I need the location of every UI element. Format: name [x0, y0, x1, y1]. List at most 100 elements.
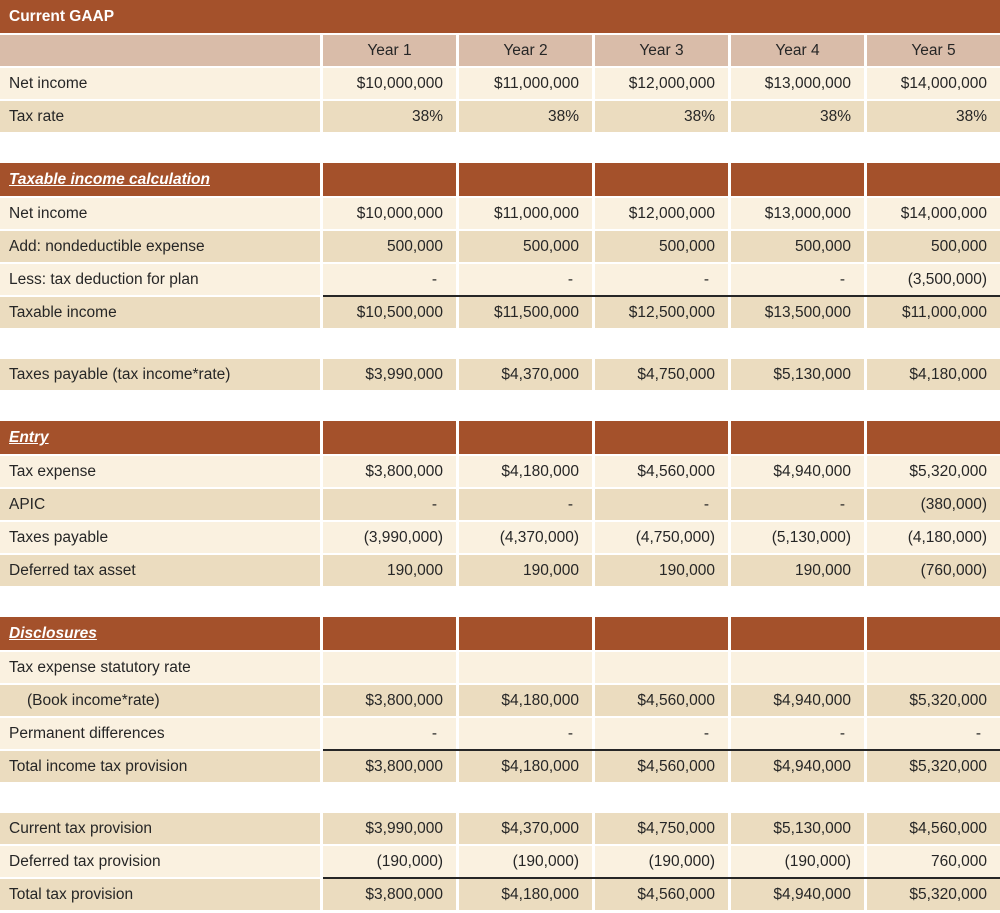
value-cell: (190,000) [595, 846, 728, 877]
value-cell: 38% [595, 101, 728, 132]
value-cell: (380,000) [867, 489, 1000, 520]
table-entry: Entry Tax expense $3,800,000 $4,180,000 $4,5… [0, 421, 1000, 586]
table-row: Total tax provision $3,800,000 $4,180,000 $… [0, 879, 1000, 910]
row-label-cell: Tax rate [0, 101, 320, 132]
section-header-cell [595, 617, 728, 650]
table-row: Net income $10,000,000 $11,000,000 $12,000,… [0, 68, 1000, 99]
table-taxable-income-calculation: Taxable income calculation Net income $10,… [0, 163, 1000, 328]
table-row: Deferred tax asset 190,000 190,000 190,000 1… [0, 555, 1000, 586]
section-header-cell [867, 617, 1000, 650]
value-cell: 500,000 [595, 231, 728, 262]
value-cell: 500,000 [731, 231, 864, 262]
section-header-cell [867, 163, 1000, 196]
table-provision-summary: Current tax provision $3,990,000 $4,370,00… [0, 813, 1000, 910]
section-header-cell [595, 163, 728, 196]
row-label-cell: Taxable income [0, 297, 320, 328]
section-header-cell [323, 421, 456, 454]
year-header-cell: Year 3 [595, 35, 728, 66]
table-row: Tax rate 38% 38% 38% 38% 38% [0, 101, 1000, 132]
value-cell: $5,320,000 [867, 751, 1000, 782]
value-cell: $13,500,000 [731, 297, 864, 328]
year-header-row: Year 1 Year 2 Year 3 Year 4 Year 5 [0, 35, 1000, 66]
sum-line [323, 877, 1000, 879]
row-label-cell: Add: nondeductible expense [0, 231, 320, 262]
value-cell: - [595, 264, 728, 295]
table-row: Less: tax deduction for plan - - - - (3,500,0… [0, 264, 1000, 295]
value-cell: - [323, 264, 456, 295]
value-cell: $10,000,000 [323, 198, 456, 229]
value-cell: $5,130,000 [731, 813, 864, 844]
value-cell: - [323, 718, 456, 749]
value-cell: (190,000) [731, 846, 864, 877]
sum-line [323, 295, 1000, 297]
value-cell: $11,000,000 [459, 68, 592, 99]
table-row: Net income $10,000,000 $11,000,000 $12,000,… [0, 198, 1000, 229]
section-title: Taxable income calculation [9, 171, 210, 188]
table-row: Taxes payable (3,990,000) (4,370,000) (4,75… [0, 522, 1000, 553]
value-cell: - [867, 718, 1000, 749]
value-cell: $12,000,000 [595, 68, 728, 99]
value-cell: 190,000 [323, 555, 456, 586]
value-cell: $4,940,000 [731, 456, 864, 487]
section-header-row: Taxable income calculation [0, 163, 1000, 196]
value-cell: $4,940,000 [731, 685, 864, 716]
value-cell: 500,000 [323, 231, 456, 262]
value-cell: 190,000 [731, 555, 864, 586]
value-cell [459, 652, 592, 683]
value-cell: $4,180,000 [867, 359, 1000, 390]
value-cell: (3,990,000) [323, 522, 456, 553]
section-header-cell [595, 421, 728, 454]
table-row: Permanent differences - - - - - [0, 718, 1000, 749]
section-header-cell [731, 163, 864, 196]
value-cell: $3,800,000 [323, 879, 456, 910]
section-header-cell [867, 421, 1000, 454]
section-header-cell: Disclosures [0, 617, 320, 650]
value-cell: - [731, 264, 864, 295]
value-cell: 500,000 [459, 231, 592, 262]
value-cell: $4,750,000 [595, 359, 728, 390]
value-cell: (190,000) [323, 846, 456, 877]
value-cell: - [459, 489, 592, 520]
section-header-row: Disclosures [0, 617, 1000, 650]
value-cell: $14,000,000 [867, 68, 1000, 99]
table-current-gaap-summary: Current GAAP Year 1 Year 2 Year 3 Year 4 Year… [0, 0, 1000, 132]
value-cell: (760,000) [867, 555, 1000, 586]
section-header-cell [459, 617, 592, 650]
value-cell: $12,500,000 [595, 297, 728, 328]
row-label-cell: Total tax provision [0, 879, 320, 910]
value-cell: $11,000,000 [459, 198, 592, 229]
value-cell: 190,000 [459, 555, 592, 586]
table-row: (Book income*rate) $3,800,000 $4,180,000 $4… [0, 685, 1000, 716]
value-cell: $4,180,000 [459, 879, 592, 910]
value-cell: $3,990,000 [323, 359, 456, 390]
value-cell: $10,500,000 [323, 297, 456, 328]
value-cell: 38% [323, 101, 456, 132]
table-row: Tax expense statutory rate [0, 652, 1000, 683]
row-label-cell: Net income [0, 198, 320, 229]
value-cell: - [595, 718, 728, 749]
table-row: Tax expense $3,800,000 $4,180,000 $4,560,00… [0, 456, 1000, 487]
value-cell: $11,500,000 [459, 297, 592, 328]
value-cell [323, 652, 456, 683]
value-cell: - [323, 489, 456, 520]
row-label-cell: Taxes payable (tax income*rate) [0, 359, 320, 390]
table-taxes-payable: Taxes payable (tax income*rate) $3,990,00… [0, 359, 1000, 390]
table-row: Taxable income $10,500,000 $11,500,000 $12,… [0, 297, 1000, 328]
value-cell: $4,940,000 [731, 879, 864, 910]
value-cell: $4,560,000 [595, 456, 728, 487]
row-label-cell: Deferred tax asset [0, 555, 320, 586]
table-row: Add: nondeductible expense 500,000 500,000… [0, 231, 1000, 262]
value-cell: $13,000,000 [731, 198, 864, 229]
row-label-cell: (Book income*rate) [0, 685, 320, 716]
value-cell: - [459, 264, 592, 295]
value-cell: (4,750,000) [595, 522, 728, 553]
section-header-cell: Taxable income calculation [0, 163, 320, 196]
section-header-row: Entry [0, 421, 1000, 454]
section-header-cell [323, 163, 456, 196]
value-cell: (3,500,000) [867, 264, 1000, 295]
table-disclosures: Disclosures Tax expense statutory rate (Bo… [0, 617, 1000, 782]
value-cell: 500,000 [867, 231, 1000, 262]
value-cell: $4,180,000 [459, 751, 592, 782]
value-cell: $4,370,000 [459, 813, 592, 844]
row-label-cell: Net income [0, 68, 320, 99]
